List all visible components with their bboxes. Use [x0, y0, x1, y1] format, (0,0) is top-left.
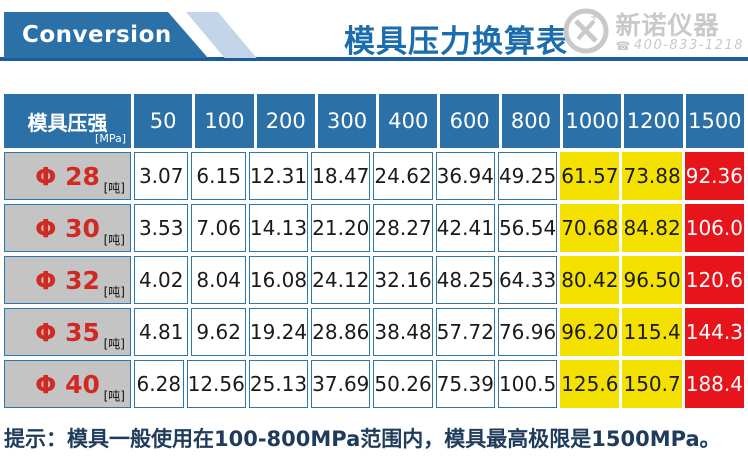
value-cell: 7.06: [191, 204, 246, 252]
tons-unit-label: [吨]: [103, 233, 125, 247]
pressure-conversion-table: 模具压强 [MPa] 50 100 200 300 400 600 800 1000 1200 150…: [4, 94, 744, 408]
value-cell: 18.47: [311, 152, 371, 200]
table-row: Φ 28 [吨] 3.07 6.15 12.31 18.47 24.62 36.94 49.25…: [4, 152, 744, 200]
value-cell: 75.39: [435, 360, 495, 408]
table-row: Φ 32 [吨] 4.02 8.04 16.08 24.12 32.16 48.25 64.33…: [4, 256, 744, 304]
value-cell: 6.28: [134, 360, 184, 408]
value-cell: 25.13: [248, 360, 309, 408]
value-cell: 73.88: [622, 152, 682, 200]
diameter-label: Φ 32: [35, 265, 100, 295]
value-cell: 49.25: [497, 152, 558, 200]
value-cell: 36.94: [435, 152, 495, 200]
tons-unit-label: [吨]: [103, 389, 125, 403]
table-row: Φ 30 [吨] 3.53 7.06 14.13 21.20 28.27 42.41 56.54…: [4, 204, 744, 252]
column-header-300: 300: [317, 94, 377, 148]
svg-text:+: +: [590, 12, 598, 23]
value-cell: 6.15: [191, 152, 246, 200]
row-label-cell: Φ 28 [吨]: [4, 152, 131, 200]
value-cell: 42.41: [435, 204, 495, 252]
row-label-cell: Φ 32 [吨]: [4, 256, 131, 304]
value-cell: 14.13: [248, 204, 309, 252]
value-cell: 32.16: [373, 256, 433, 304]
value-cell: 61.57: [560, 152, 620, 200]
tons-unit-label: [吨]: [103, 181, 125, 195]
table-row: Φ 35 [吨] 4.81 9.62 19.24 28.86 38.48 57.72 76.96…: [4, 308, 744, 356]
row-label-cell: Φ 30 [吨]: [4, 204, 131, 252]
value-cell: 125.6: [560, 360, 620, 408]
conversion-banner: Conversion: [4, 12, 208, 58]
value-cell: 144.3: [684, 308, 744, 356]
logo-phone-number: 400-833-1218: [633, 38, 744, 54]
value-cell: 70.68: [560, 204, 620, 252]
column-header-1200: 1200: [624, 94, 683, 148]
value-cell: 38.48: [373, 308, 433, 356]
value-cell: 76.96: [497, 308, 558, 356]
pressure-header-label: 模具压强: [27, 110, 108, 135]
pressure-unit-label: [MPa]: [95, 132, 126, 145]
value-cell: 115.4: [622, 308, 682, 356]
value-cell: 28.86: [311, 308, 371, 356]
header-divider-line: [0, 57, 748, 61]
column-header-400: 400: [379, 94, 438, 148]
diameter-label: Φ 35: [35, 317, 100, 347]
value-cell: 12.56: [186, 360, 246, 408]
tons-unit-label: [吨]: [103, 337, 125, 351]
value-cell: 4.02: [134, 256, 189, 304]
column-header-800: 800: [501, 94, 561, 148]
value-cell: 3.53: [134, 204, 189, 252]
value-cell: 106.0: [684, 204, 744, 252]
row-label-cell: Φ 35 [吨]: [4, 308, 131, 356]
value-cell: 24.62: [373, 152, 433, 200]
value-cell: 150.7: [622, 360, 682, 408]
value-cell: 57.72: [435, 308, 495, 356]
table-header-row: 模具压强 [MPa] 50 100 200 300 400 600 800 1000 1200 150…: [4, 94, 744, 148]
value-cell: 96.20: [560, 308, 620, 356]
brand-logo: + 新诺仪器 ☎ 400-833-1218: [563, 8, 744, 58]
column-header-100: 100: [195, 94, 254, 148]
value-cell: 12.31: [248, 152, 309, 200]
value-cell: 9.62: [191, 308, 246, 356]
column-header-1500: 1500: [685, 94, 744, 148]
logo-brand-name: 新诺仪器: [615, 11, 720, 41]
value-cell: 16.08: [248, 256, 309, 304]
value-cell: 37.69: [311, 360, 371, 408]
value-cell: 120.6: [684, 256, 744, 304]
phone-icon: ☎: [615, 38, 632, 53]
value-cell: 84.82: [622, 204, 682, 252]
value-cell: 48.25: [435, 256, 495, 304]
value-cell: 50.26: [373, 360, 433, 408]
value-cell: 8.04: [191, 256, 246, 304]
value-cell: 100.5: [497, 360, 558, 408]
row-label-cell: Φ 40 [吨]: [4, 360, 131, 408]
value-cell: 28.27: [373, 204, 433, 252]
column-header-1000: 1000: [563, 94, 622, 148]
value-cell: 19.24: [248, 308, 309, 356]
column-header-600: 600: [440, 94, 499, 148]
diameter-label: Φ 40: [35, 369, 100, 399]
value-cell: 56.54: [497, 204, 558, 252]
value-cell: 92.36: [684, 152, 744, 200]
tons-unit-label: [吨]: [103, 285, 125, 299]
table-row: Φ 40 [吨] 6.28 12.56 25.13 37.69 50.26 75.39 100.…: [4, 360, 744, 408]
logo-text: 新诺仪器 ☎ 400-833-1218: [615, 11, 744, 53]
diameter-label: Φ 28: [35, 161, 100, 191]
column-header-50: 50: [134, 94, 193, 148]
value-cell: 188.4: [684, 360, 744, 408]
value-cell: 21.20: [311, 204, 371, 252]
diameter-label: Φ 30: [35, 213, 100, 243]
column-header-200: 200: [256, 94, 315, 148]
footer-tip: 提示：模具一般使用在100-800MPa范围内，模具最高极限是1500MPa。: [4, 427, 721, 451]
value-cell: 80.42: [560, 256, 620, 304]
conversion-banner-label: Conversion: [22, 22, 172, 48]
page-title: 模具压力换算表: [344, 24, 568, 60]
column-header-pressure: 模具压强 [MPa]: [4, 94, 131, 148]
value-cell: 24.12: [311, 256, 371, 304]
xinnuo-logo-icon: +: [563, 8, 609, 58]
value-cell: 3.07: [134, 152, 189, 200]
value-cell: 64.33: [497, 256, 558, 304]
value-cell: 4.81: [134, 308, 189, 356]
logo-phone: ☎ 400-833-1218: [615, 39, 744, 53]
value-cell: 96.50: [622, 256, 682, 304]
